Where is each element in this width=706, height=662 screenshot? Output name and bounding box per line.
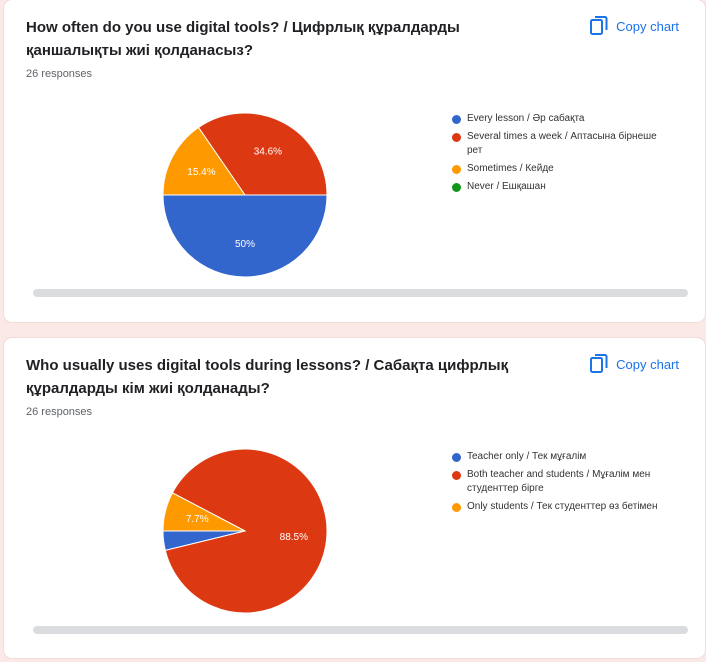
legend-item: Several times a week / Аптасына бірнеше … [452,130,662,158]
chart-legend: Teacher only / Тек мұғалім Both teacher a… [452,450,662,518]
copy-chart-button[interactable]: Copy chart [590,16,679,36]
legend-item: Never / Ешқашан [452,180,662,194]
legend-swatch [452,503,461,512]
pie-slice-label: 50% [235,239,255,250]
legend-item: Only students / Тек студенттер өз бетіме… [452,500,662,514]
question-card-1: How often do you use digital tools? / Ци… [4,0,705,322]
legend-swatch [452,471,461,480]
copy-icon [590,354,608,373]
pie-slice [164,448,328,614]
chart-legend: Every lesson / Әр сабақта Several times a… [452,112,662,198]
pie-slice-label: 15.4% [187,167,215,178]
pie-slice-label: 7.7% [186,514,209,525]
horizontal-scrollbar[interactable] [33,626,688,634]
legend-label: Every lesson / Әр сабақта [467,113,585,124]
pie-chart: 88.5% 7.7% [162,448,328,614]
question-card-2: Who usually uses digital tools during le… [4,338,705,658]
copy-icon [590,16,608,35]
question-title: Who usually uses digital tools during le… [26,357,509,397]
horizontal-scrollbar[interactable] [33,289,688,297]
copy-chart-button[interactable]: Copy chart [590,354,679,374]
legend-label: Only students / Тек студенттер өз бетіме… [467,501,658,512]
legend-label: Teacher only / Тек мұғалім [467,451,587,462]
legend-label: Both teacher and students / Мұғалім мен … [467,469,651,494]
pie-slice [162,126,246,196]
legend-item: Both teacher and students / Мұғалім мен … [452,468,662,496]
copy-chart-label: Copy chart [616,18,679,34]
legend-swatch [452,133,461,142]
pie-slice [162,194,328,278]
legend-item: Teacher only / Тек мұғалім [452,450,662,464]
legend-swatch [452,453,461,462]
legend-label: Sometimes / Кейде [467,163,554,174]
pie-slice [197,112,328,196]
pie-chart: 50% 34.6% 15.4% [162,112,328,278]
legend-label: Several times a week / Аптасына бірнеше … [467,131,657,156]
legend-swatch [452,183,461,192]
response-count: 26 responses [26,68,93,80]
copy-chart-label: Copy chart [616,356,679,372]
legend-item: Sometimes / Кейде [452,162,662,176]
pie-slice-label: 88.5% [280,532,308,543]
legend-label: Never / Ешқашан [467,181,546,192]
question-title: How often do you use digital tools? / Ци… [26,19,460,59]
legend-item: Every lesson / Әр сабақта [452,112,662,126]
pie-slice-label: 34.6% [254,146,282,157]
legend-swatch [452,115,461,124]
legend-swatch [452,165,461,174]
response-count: 26 responses [26,406,93,418]
pie-slice [162,492,246,532]
